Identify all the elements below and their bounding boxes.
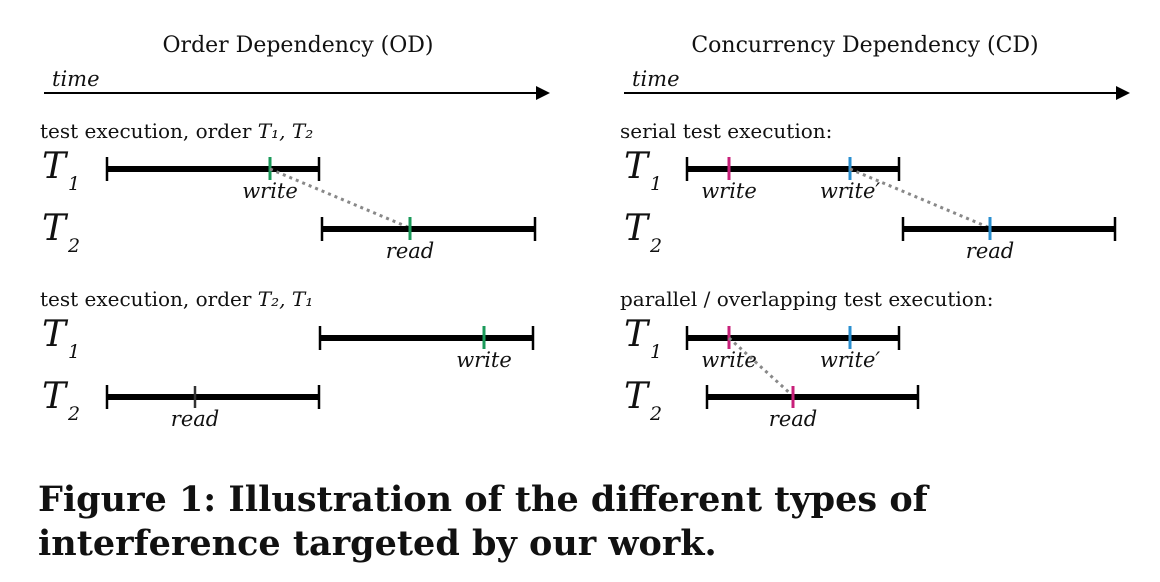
- svg-text:T: T: [42, 376, 69, 417]
- od-s2-t1-bar: [318, 326, 535, 350]
- cd-time-label: time: [632, 67, 680, 91]
- cd-s1-t2-label: T 2: [624, 208, 662, 257]
- od-s2-t1-label: T 1: [42, 314, 80, 363]
- od-s2-write-label: write: [456, 348, 512, 372]
- svg-text:2: 2: [67, 235, 80, 257]
- od-panel: Order Dependency (OD) time test executio…: [40, 33, 550, 431]
- cd-s2-t1-label: T 1: [624, 314, 662, 363]
- svg-text:T: T: [42, 208, 69, 249]
- cd-s1-write-prime-label: write′: [820, 179, 881, 203]
- od-title: Order Dependency (OD): [163, 33, 434, 58]
- cd-title: Concurrency Dependency (CD): [691, 33, 1038, 58]
- svg-text:T: T: [624, 146, 651, 187]
- od-s2-read-label: read: [171, 407, 219, 431]
- od-s1-read-label: read: [386, 239, 434, 263]
- cd-s1-read-label: read: [966, 239, 1014, 263]
- cd-s2-write-prime-label: write′: [820, 348, 881, 372]
- cd-panel: Concurrency Dependency (CD) time serial …: [620, 33, 1130, 431]
- cd-s2-dependency-line: [727, 336, 795, 398]
- cd-s1-write-label: write: [701, 179, 757, 203]
- svg-text:1: 1: [68, 341, 80, 363]
- cd-s2-t2-bar: [705, 385, 920, 409]
- svg-text:1: 1: [650, 173, 662, 195]
- od-s1-t1-bar: [105, 157, 321, 181]
- cd-s1-t1-label: T 1: [624, 146, 662, 195]
- cd-s2-t2-label: T 2: [624, 376, 662, 425]
- svg-text:T: T: [42, 146, 69, 187]
- svg-text:2: 2: [649, 403, 662, 425]
- od-s2-t2-label: T 2: [42, 376, 80, 425]
- od-time-arrowhead: [536, 86, 550, 100]
- cd-s1-t2-bar: [901, 217, 1117, 241]
- interference-diagram: Order Dependency (OD) time test executio…: [40, 33, 1130, 431]
- svg-text:T: T: [624, 208, 651, 249]
- od-s1-dependency-line: [269, 167, 411, 230]
- cd-s2-write-label: write: [701, 348, 757, 372]
- cd-s1-t1-bar: [685, 157, 901, 181]
- cd-s1-dependency-line: [849, 167, 991, 230]
- svg-text:T: T: [42, 314, 69, 355]
- svg-text:T: T: [624, 376, 651, 417]
- svg-text:2: 2: [67, 403, 80, 425]
- cd-s2-t1-bar: [685, 326, 901, 350]
- cd-section1-label: serial test execution:: [620, 119, 832, 143]
- svg-text:T: T: [624, 314, 651, 355]
- od-section2-label: test execution, order T₂, T₁: [40, 287, 313, 311]
- figure-caption: Figure 1: Illustration of the different …: [38, 479, 928, 564]
- cd-time-arrowhead: [1116, 86, 1130, 100]
- od-s1-t1-label: T 1: [42, 146, 80, 195]
- svg-text:2: 2: [649, 235, 662, 257]
- od-s1-t2-bar: [320, 217, 537, 241]
- svg-text:1: 1: [68, 173, 80, 195]
- svg-text:1: 1: [650, 341, 662, 363]
- cd-s2-read-label: read: [769, 407, 817, 431]
- od-time-label: time: [52, 67, 100, 91]
- cd-section2-label: parallel / overlapping test execution:: [620, 287, 993, 311]
- od-s2-t2-bar: [105, 385, 321, 409]
- od-section1-label: test execution, order T₁, T₂: [40, 119, 313, 143]
- od-s1-write-label: write: [242, 179, 298, 203]
- od-s1-t2-label: T 2: [42, 208, 80, 257]
